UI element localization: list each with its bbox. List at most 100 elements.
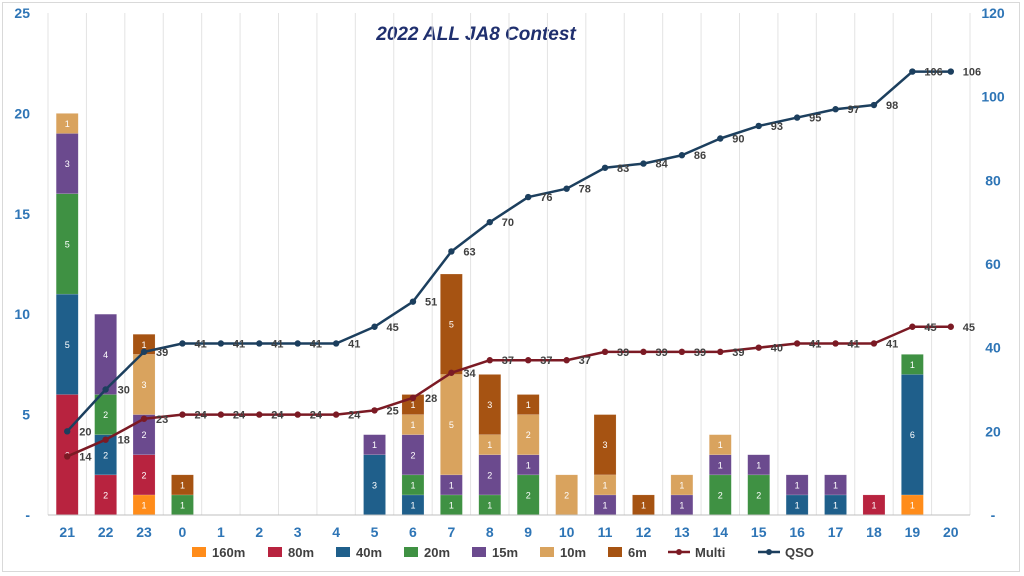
bar-segment-label: 4 bbox=[103, 350, 108, 360]
series-point-label-Multi: 24 bbox=[310, 410, 323, 422]
legend-swatch-80m bbox=[268, 547, 282, 557]
series-point-Multi bbox=[601, 348, 609, 356]
series-point-label-QSO: 63 bbox=[463, 246, 475, 258]
bar-segment-label: 2 bbox=[142, 430, 147, 440]
bar-segment-label: 2 bbox=[103, 410, 108, 420]
series-point-Multi bbox=[256, 411, 263, 418]
series-point-QSO bbox=[909, 68, 916, 75]
series-point-Multi bbox=[332, 411, 340, 418]
series-point-Multi bbox=[909, 323, 916, 330]
bar-segment-label: 5 bbox=[449, 420, 454, 430]
bar-segment-label: 2 bbox=[103, 450, 108, 460]
series-point-QSO bbox=[371, 323, 378, 330]
x-axis-tick-label: 18 bbox=[866, 524, 882, 540]
series-point-Multi bbox=[140, 415, 148, 422]
bar-segment-label: 1 bbox=[526, 400, 531, 410]
grid-lines bbox=[47, 13, 971, 515]
bar-segment-15m bbox=[709, 454, 732, 476]
legend-label-160m: 160m bbox=[212, 545, 245, 560]
bar-segment-label: 1 bbox=[603, 480, 608, 490]
series-point-label-Multi: 14 bbox=[79, 451, 92, 463]
bar-segment-label: 3 bbox=[142, 380, 147, 390]
bar-segment-label: 1 bbox=[795, 500, 800, 510]
x-axis-tick-label: 6 bbox=[409, 524, 417, 540]
series-point-Multi bbox=[678, 348, 686, 356]
left-axis-tick-label: 20 bbox=[14, 105, 30, 121]
series-point-label-QSO: 106 bbox=[963, 67, 981, 79]
series-point-label-Multi: 24 bbox=[194, 410, 207, 422]
series-point-label-QSO: 41 bbox=[310, 338, 322, 350]
legend-swatch-20m bbox=[404, 547, 418, 557]
series-point-label-QSO: 90 bbox=[732, 134, 744, 146]
series-point-label-QSO: 93 bbox=[771, 121, 783, 133]
series-point-QSO bbox=[870, 101, 878, 109]
x-axis-tick-label: 17 bbox=[828, 524, 844, 540]
series-point-label-Multi: 23 bbox=[156, 414, 168, 426]
right-axis-tick-label: 100 bbox=[981, 89, 1005, 105]
series-point-Multi bbox=[64, 453, 71, 460]
series-point-QSO bbox=[256, 340, 263, 347]
series-point-label-QSO: 41 bbox=[271, 338, 283, 350]
x-axis-tick-label: 3 bbox=[294, 524, 302, 540]
x-axis-tick-label: 5 bbox=[371, 524, 379, 540]
legend-label-6m: 6m bbox=[628, 545, 647, 560]
series-point-QSO bbox=[601, 164, 609, 171]
series-point-label-Multi: 41 bbox=[848, 338, 860, 350]
series-point-QSO bbox=[678, 152, 686, 159]
bar-segment-15m bbox=[478, 454, 502, 496]
series-point-label-Multi: 37 bbox=[579, 355, 591, 367]
series-point-label-QSO: 45 bbox=[387, 322, 399, 334]
bar-segment-15m bbox=[94, 313, 117, 395]
x-axis-tick-label: 10 bbox=[559, 524, 575, 540]
bar-segment-40m bbox=[901, 374, 924, 496]
bar-segment-label: 1 bbox=[65, 119, 70, 129]
series-point-Multi bbox=[294, 411, 301, 418]
bar-segment-label: 1 bbox=[526, 460, 531, 470]
x-axis-tick-label: 0 bbox=[179, 524, 187, 540]
legend-swatch-40m bbox=[336, 547, 350, 557]
bar-segment-6m bbox=[478, 374, 502, 435]
bar-segment-label: 2 bbox=[142, 470, 147, 480]
bar-segment-6m bbox=[171, 474, 194, 496]
series-point-label-QSO: 95 bbox=[809, 113, 821, 125]
bar-segment-10m bbox=[670, 474, 694, 496]
series-point-label-Multi: 39 bbox=[694, 347, 706, 359]
series-point-label-Multi: 39 bbox=[617, 347, 629, 359]
series-point-label-Multi: 45 bbox=[924, 322, 936, 334]
x-axis-tick-label: 7 bbox=[447, 524, 455, 540]
x-axis-tick-label: 2 bbox=[255, 524, 263, 540]
series-point-label-QSO: 97 bbox=[848, 104, 860, 116]
legend-marker-QSO bbox=[766, 549, 772, 555]
series-point-label-Multi: 34 bbox=[463, 368, 476, 380]
x-axis-tick-label: 22 bbox=[98, 524, 114, 540]
series-point-Multi bbox=[563, 357, 570, 364]
series-point-QSO bbox=[755, 122, 762, 130]
bar-segment-label: 1 bbox=[641, 500, 646, 510]
x-axis-tick-label: 11 bbox=[598, 524, 613, 540]
series-point-label-Multi: 24 bbox=[348, 410, 361, 422]
series-point-label-QSO: 83 bbox=[617, 163, 629, 175]
x-axis-tick-label: 21 bbox=[59, 524, 75, 540]
x-axis-tick-label: 14 bbox=[713, 524, 729, 540]
bar-segment-label: 1 bbox=[180, 480, 185, 490]
legend: 160m 80m 40m 20m 15m 10m 6m Multi QSO bbox=[192, 545, 814, 560]
left-axis-tick-label: 5 bbox=[22, 407, 30, 423]
bar-segment-label: 2 bbox=[756, 490, 761, 500]
series-point-QSO bbox=[179, 340, 186, 347]
bar-segment-label: 2 bbox=[103, 490, 108, 500]
legend-marker-Multi bbox=[676, 549, 682, 555]
bar-segment-label: 1 bbox=[410, 480, 415, 490]
right-axis-tick-label: 80 bbox=[985, 172, 1001, 188]
series-point-label-QSO: 78 bbox=[579, 184, 591, 196]
series-point-QSO bbox=[640, 160, 647, 167]
series-point-Multi bbox=[717, 348, 724, 356]
series-point-label-Multi: 25 bbox=[387, 405, 399, 417]
bar-segment-label: 2 bbox=[526, 490, 531, 500]
legend-swatch-15m bbox=[472, 547, 486, 557]
bar-segment-15m bbox=[824, 474, 847, 496]
series-point-label-QSO: 30 bbox=[118, 385, 130, 397]
x-axis-tick-label: 13 bbox=[674, 524, 690, 540]
series-point-Multi bbox=[870, 340, 878, 347]
series-point-QSO bbox=[102, 386, 109, 393]
